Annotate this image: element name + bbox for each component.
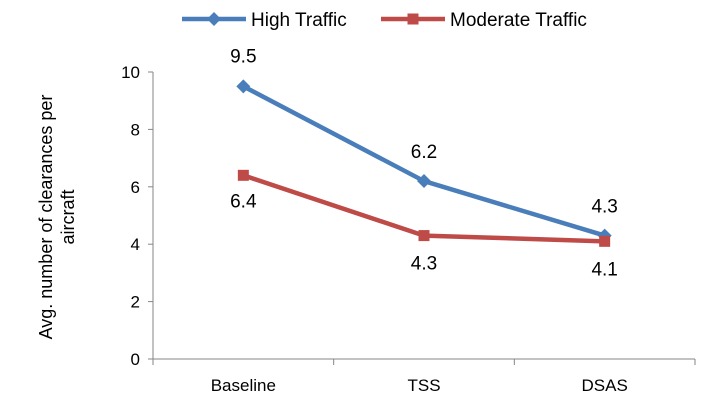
data-label: 6.2 <box>411 142 437 163</box>
y-axis-title: Avg. number of clearances per aircraft <box>36 95 78 340</box>
y-tick-label: 10 <box>121 63 140 82</box>
legend-label: High Traffic <box>251 10 347 31</box>
series-2-point <box>599 235 611 247</box>
y-tick-label: 4 <box>131 235 140 254</box>
series-2-point <box>418 230 430 242</box>
data-label: 4.3 <box>411 254 437 275</box>
y-tick-label: 8 <box>131 120 140 139</box>
series-2-point <box>237 169 249 181</box>
y-axis-title-line-1: Avg. number of clearances per <box>36 95 56 340</box>
legend: High Traffic Moderate Traffic <box>182 10 587 31</box>
y-tick-label: 6 <box>131 178 140 197</box>
axes: 0 2 4 6 8 10 Baseline TSS DSAS <box>121 63 696 395</box>
series-1-point <box>417 174 431 189</box>
data-labels: 9.5 6.2 4.3 6.4 4.3 4.1 <box>230 46 618 280</box>
series-1-point <box>236 79 251 94</box>
x-tick-label: DSAS <box>582 376 628 395</box>
data-label: 4.1 <box>591 259 617 280</box>
y-axis-title-line-2: aircraft <box>58 189 78 244</box>
data-label: 9.5 <box>230 46 256 67</box>
series-layer <box>236 79 612 247</box>
legend-marker <box>407 13 419 25</box>
y-tick-label: 2 <box>131 293 140 312</box>
legend-marker <box>207 12 221 26</box>
y-tick-label: 0 <box>131 350 140 369</box>
x-tick-label: Baseline <box>211 376 276 395</box>
x-tick-label: TSS <box>407 376 440 395</box>
data-label: 6.4 <box>230 191 257 212</box>
data-label: 4.3 <box>591 197 617 218</box>
legend-label: Moderate Traffic <box>450 10 587 31</box>
